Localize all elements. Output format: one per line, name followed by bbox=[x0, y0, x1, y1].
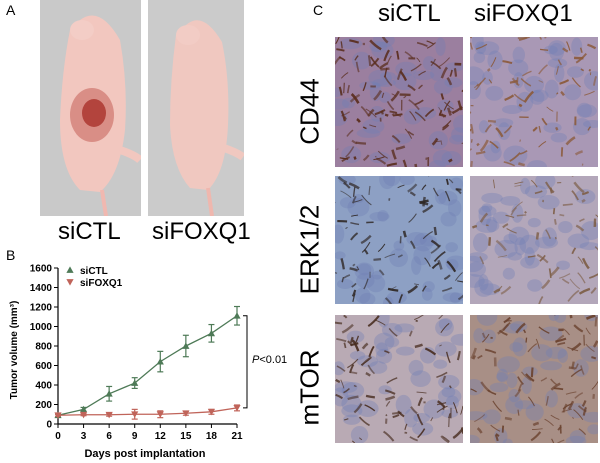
y-axis-label: Tumor volume (mm³) bbox=[9, 301, 20, 400]
legend-marker-siFOXQ1 bbox=[66, 279, 74, 286]
point-siCTL-6 bbox=[207, 329, 216, 337]
panel-a-label-sifoxq1: siFOXQ1 bbox=[152, 218, 251, 245]
significance-bracket bbox=[243, 315, 248, 409]
y-tick-label-0: 0 bbox=[46, 420, 52, 431]
point-siCTL-2 bbox=[105, 390, 113, 397]
legend-marker-siCTL bbox=[66, 266, 74, 273]
p-value-annotation: P<0.01 bbox=[252, 354, 287, 366]
y-tick-label-8: 1600 bbox=[30, 264, 53, 275]
x-tick-label-2: 6 bbox=[106, 431, 112, 442]
mouse-photo-sictl bbox=[40, 0, 141, 216]
legend-label-siFOXQ1: siFOXQ1 bbox=[80, 278, 123, 289]
x-tick-label-4: 12 bbox=[155, 431, 167, 442]
ihc-image-erk12-sictl bbox=[335, 176, 463, 304]
ihc-image-erk12-sifoxq1 bbox=[470, 176, 598, 304]
x-axis-label: Days post implantation bbox=[84, 448, 205, 460]
ihc-image-cd44-sictl bbox=[335, 37, 463, 167]
point-siCTL-3 bbox=[131, 379, 139, 386]
y-tick-label-7: 1400 bbox=[30, 283, 53, 294]
ihc-image-mtor-sictl bbox=[335, 315, 463, 443]
p-value-prefix: P bbox=[252, 354, 260, 366]
point-siFOXQ1-6 bbox=[207, 408, 216, 416]
row-label-cd44: CD44 bbox=[294, 78, 325, 145]
panel-c-column-sifoxq1: siFOXQ1 bbox=[474, 0, 573, 27]
y-tick-label-2: 400 bbox=[35, 381, 52, 392]
p-value-suffix: <0.01 bbox=[259, 354, 287, 366]
y-tick-label-6: 1200 bbox=[30, 303, 53, 314]
point-siCTL-1 bbox=[79, 405, 88, 413]
point-siCTL-4 bbox=[156, 358, 164, 365]
panel-a-label-sictl: siCTL bbox=[58, 218, 121, 245]
row-label-erk12: ERK1/2 bbox=[294, 204, 325, 295]
point-siCTL-7 bbox=[233, 312, 241, 319]
mouse-photo-sifoxq1 bbox=[148, 0, 244, 216]
point-siFOXQ1-2 bbox=[105, 411, 113, 419]
x-tick-label-1: 3 bbox=[81, 431, 87, 442]
panel-c-letter: C bbox=[313, 2, 324, 18]
y-tick-label-5: 1000 bbox=[30, 322, 53, 333]
x-tick-label-7: 21 bbox=[231, 431, 243, 442]
series-line-siFOXQ1 bbox=[57, 407, 238, 416]
panel-a-letter: A bbox=[6, 2, 16, 18]
panel-b-letter: B bbox=[6, 247, 16, 263]
x-tick-label-6: 18 bbox=[206, 431, 218, 442]
x-tick-label-3: 9 bbox=[132, 431, 138, 442]
series-line-siCTL bbox=[57, 315, 238, 416]
y-tick-label-1: 200 bbox=[35, 400, 52, 411]
point-siFOXQ1-0 bbox=[54, 412, 62, 419]
tumor-volume-chart: 0 200 400 600 800 1000 1200 1400 1600 0 3 6 9 12 15 18 2… bbox=[9, 264, 287, 461]
point-siFOXQ1-5 bbox=[182, 410, 190, 417]
point-siFOXQ1-3 bbox=[131, 411, 139, 418]
ihc-image-cd44-sifoxq1 bbox=[470, 37, 598, 167]
ihc-image-mtor-sifoxq1 bbox=[470, 315, 598, 443]
x-tick-label-0: 0 bbox=[55, 431, 61, 442]
y-tick-label-4: 800 bbox=[35, 342, 52, 353]
legend-label-siCTL: siCTL bbox=[80, 266, 108, 277]
point-siFOXQ1-7 bbox=[233, 405, 241, 412]
point-siFOXQ1-1 bbox=[79, 411, 88, 419]
y-tick-label-3: 600 bbox=[35, 361, 52, 372]
panel-c-column-sictl: siCTL bbox=[378, 0, 441, 27]
point-siFOXQ1-4 bbox=[156, 411, 164, 418]
x-tick-label-5: 15 bbox=[180, 431, 192, 442]
row-label-mtor: mTOR bbox=[294, 349, 325, 426]
point-siCTL-5 bbox=[182, 342, 190, 349]
